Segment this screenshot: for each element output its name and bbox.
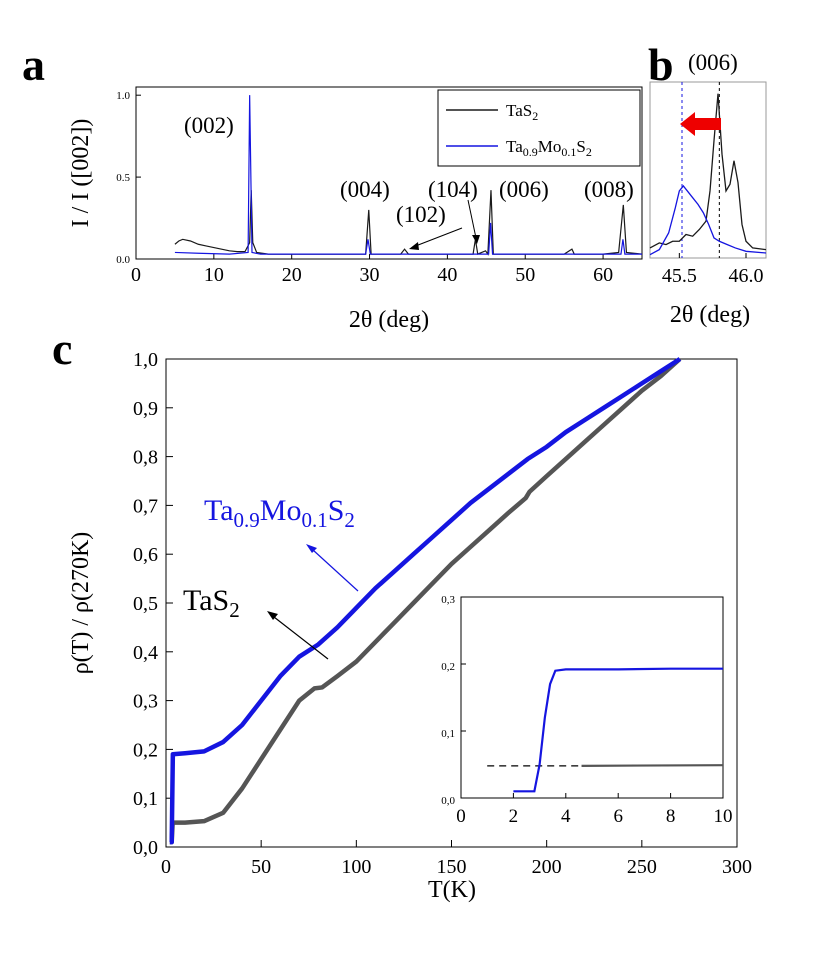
- series-line-tamo: [169, 357, 682, 845]
- c-y-tick-label-4: 0,4: [133, 642, 158, 664]
- inset-series: [487, 667, 724, 793]
- b-x-tick-label-1: 46.0: [729, 265, 764, 287]
- annotation-tas2-arrow-head: [267, 611, 278, 620]
- series-line-tamo: [174, 95, 642, 255]
- c-inset-y-tick-label-3: 0,3: [441, 594, 455, 606]
- c-x-tick-label-3: 150: [437, 856, 467, 878]
- inset-frame: [460, 596, 724, 799]
- c-x-tick-label-4: 200: [532, 856, 562, 878]
- annotation-tamo-arrow-head: [306, 544, 317, 553]
- panel-b: 45.5 46.0 2θ (deg): [649, 81, 767, 328]
- c-inset-x-tick-label-3: 6: [613, 806, 623, 827]
- c-inset-x-tick-label-4: 8: [666, 806, 676, 827]
- panel-c-x-label: T(K): [428, 877, 476, 903]
- panel-b-series: [649, 93, 767, 256]
- panel-c: 0 50 100 150 200 250 300 0,00,10,20,30,40,50,6…: [68, 349, 752, 903]
- inset-series-line-tas2: [581, 764, 724, 767]
- arrow-104-head: [472, 235, 480, 244]
- panel-letter-a: a: [22, 39, 45, 90]
- a-x-tick-label-0: 0: [131, 264, 141, 286]
- annotation-tamo: Ta0.9Mo0.1S2: [204, 494, 355, 532]
- c-y-tick-label-5: 0,5: [133, 593, 158, 615]
- c-x-tick-label-0: 0: [161, 856, 171, 878]
- arrow-102: [412, 227, 463, 248]
- c-x-tick-label-6: 300: [722, 856, 752, 878]
- panel-c-y-label: ρ(T) / ρ(270K): [68, 532, 94, 675]
- series-line-tas2: [169, 357, 682, 845]
- a-x-tick-label-1: 10: [204, 264, 224, 286]
- inset-series-line-tamo: [513, 667, 723, 793]
- peak-label-104: (104): [428, 177, 478, 202]
- legend-label-tamo: Ta0.9Mo0.1S2: [506, 137, 592, 159]
- c-y-tick-label-10: 1,0: [133, 349, 158, 371]
- panel-a-x-ticks: 0 10 20 30 40 50 60: [131, 254, 613, 286]
- peak-shift-arrow: [680, 112, 721, 136]
- panel-c-inset: 0 2 4 6 8 10 0,0 0,1 0,2 0,3: [441, 594, 732, 827]
- a-x-tick-label-3: 30: [360, 264, 380, 286]
- panel-letter-c: c: [52, 323, 72, 374]
- c-y-tick-label-7: 0,7: [133, 495, 158, 517]
- a-y-tick-label-2: 1.0: [116, 90, 130, 102]
- a-y-tick-label-1: 0.5: [116, 172, 130, 184]
- inset-x-ticks: 0 2 4 6 8 10: [456, 793, 733, 827]
- a-y-tick-label-0: 0.0: [116, 254, 130, 266]
- panel-a-series: [174, 95, 643, 256]
- a-x-tick-label-2: 20: [282, 264, 302, 286]
- c-inset-y-tick-label-1: 0,1: [441, 728, 455, 740]
- panel-a-y-ticks: 0.0 0.5 1.0: [116, 90, 141, 266]
- panel-c-x-ticks: 0 50 100 150 200 250 300: [161, 840, 752, 878]
- peak-label-004: (004): [340, 177, 390, 202]
- peak-label-006: (006): [499, 177, 549, 202]
- panel-b-x-label: 2θ (deg): [670, 302, 750, 328]
- panel-a-legend: TaS2 Ta0.9Mo0.1S2: [437, 89, 641, 167]
- a-x-tick-label-4: 40: [437, 264, 457, 286]
- c-inset-x-tick-label-2: 4: [561, 806, 571, 827]
- c-y-tick-label-9: 0,9: [133, 398, 158, 420]
- panel-c-y-ticks: 0,0 0,1 0,2 0,3 0,4 0,5 0,6 0,7 0,8 0,9 1,0: [133, 349, 173, 859]
- panel-b-x-ticks: 45.5 46.0: [662, 253, 764, 287]
- panel-a-x-label: 2θ (deg): [349, 307, 429, 333]
- arrow-104: [467, 199, 477, 239]
- c-inset-x-tick-label-5: 10: [714, 806, 733, 827]
- series-line-tas2: [649, 93, 767, 251]
- c-y-tick-label-0: 0,0: [133, 837, 158, 859]
- series-line-tamo: [649, 184, 767, 256]
- c-y-tick-label-6: 0,6: [133, 544, 158, 566]
- c-y-tick-label-1: 0,1: [133, 788, 158, 810]
- a-x-tick-label-6: 60: [593, 264, 613, 286]
- annotation-tamo-arrow: [312, 549, 359, 592]
- peak-label-102: (102): [396, 202, 446, 227]
- peak-label-008: (008): [584, 177, 634, 202]
- panel-b-title: (006): [688, 50, 738, 75]
- panel-a-frame: [135, 86, 643, 260]
- c-inset-x-tick-label-0: 0: [456, 806, 466, 827]
- a-x-tick-label-5: 50: [515, 264, 535, 286]
- c-x-tick-label-2: 100: [341, 856, 371, 878]
- c-inset-y-tick-label-0: 0,0: [441, 795, 455, 807]
- c-y-tick-label-2: 0,2: [133, 739, 158, 761]
- panel-c-series: [169, 357, 682, 845]
- c-x-tick-label-5: 250: [627, 856, 657, 878]
- panel-a: 0 10 20 30 40 50 60 0.0 0.5 1.0 2θ (deg) I / I (…: [68, 86, 643, 333]
- panel-a-y-label: I / I ([002]): [68, 119, 94, 228]
- arrow-102-head: [409, 242, 419, 250]
- legend-box: [437, 89, 641, 167]
- b-x-tick-label-0: 45.5: [662, 265, 697, 287]
- annotation-tas2: TaS2: [183, 584, 240, 622]
- peak-label-002: (002): [184, 113, 234, 138]
- c-y-tick-label-3: 0,3: [133, 691, 158, 713]
- legend-label-tas2: TaS2: [506, 101, 538, 123]
- inset-y-ticks: 0,0 0,1 0,2 0,3: [441, 594, 466, 807]
- panel-b-reference-lines: [681, 82, 720, 258]
- c-inset-x-tick-label-1: 2: [509, 806, 519, 827]
- annotation-tas2-arrow: [273, 616, 329, 660]
- c-x-tick-label-1: 50: [251, 856, 271, 878]
- c-y-tick-label-8: 0,8: [133, 447, 158, 469]
- panel-b-frame: [649, 81, 767, 259]
- c-inset-y-tick-label-2: 0,2: [441, 661, 455, 673]
